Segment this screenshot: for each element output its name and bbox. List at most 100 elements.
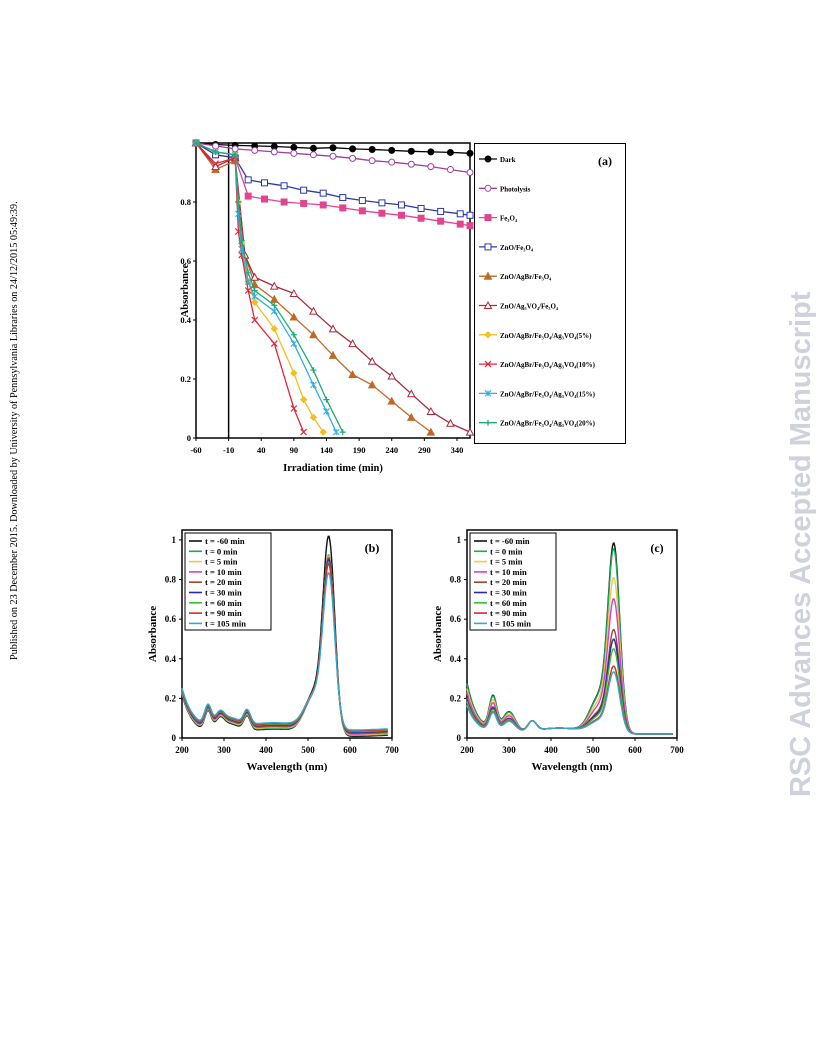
data-point	[323, 396, 330, 403]
data-point	[232, 151, 239, 158]
data-point	[309, 306, 318, 315]
data-point	[280, 182, 288, 190]
data-point	[388, 158, 396, 166]
data-point	[407, 160, 415, 168]
data-point	[398, 201, 405, 209]
data-point	[329, 144, 337, 152]
x-tick-label: 200	[175, 745, 189, 755]
data-point	[368, 145, 376, 153]
data-point	[398, 211, 405, 219]
y-tick-label: 0	[187, 433, 191, 443]
legend-label: Fe₃O₄	[500, 215, 518, 223]
x-tick-label: 500	[586, 745, 600, 755]
legend-label: ZnO/AgBr/Fe₃O₄/Ag₃VO₄(5%)	[500, 332, 592, 340]
legend-label: t = 60 min	[205, 598, 242, 608]
data-point	[349, 145, 357, 153]
y-axis-label: Absorbance	[180, 263, 191, 317]
x-tick-label: 600	[628, 745, 642, 755]
data-point	[388, 146, 396, 154]
y-tick-label: 0.6	[180, 256, 191, 266]
watermark-text: RSC Advances Accepted Manuscript	[785, 291, 816, 797]
y-tick-label: 0	[172, 733, 177, 743]
publication-note-text: Published on 23 December 2015. Downloade…	[9, 201, 20, 660]
legend-swatch-marker	[483, 300, 493, 309]
y-tick-label: 0.4	[165, 654, 177, 664]
legend-swatch-marker	[484, 214, 492, 222]
x-tick-label: 90	[290, 445, 299, 455]
y-tick-label: 0.6	[450, 614, 462, 624]
legend-label: t = 5 min	[490, 557, 523, 567]
y-tick-label: 0.8	[165, 575, 177, 585]
x-axis-label: Irradiation time (min)	[283, 463, 383, 474]
data-point	[466, 169, 474, 176]
legend-label: t = -60 min	[205, 536, 245, 546]
y-tick-label: 0.8	[450, 575, 462, 585]
data-point	[299, 395, 308, 404]
data-point	[309, 144, 317, 152]
legend-label: t = 90 min	[205, 608, 242, 618]
data-point	[193, 140, 199, 146]
x-tick-label: 300	[502, 745, 516, 755]
panel-label: (c)	[650, 541, 663, 555]
x-tick-label: 400	[544, 745, 558, 755]
data-point	[328, 350, 338, 359]
y-axis-label: Absorbance	[147, 606, 159, 662]
legend-label: t = -60 min	[490, 536, 530, 546]
data-point	[378, 209, 386, 217]
data-point	[323, 408, 330, 415]
data-point	[456, 210, 464, 218]
data-point	[328, 324, 338, 333]
data-point	[290, 331, 297, 338]
data-point	[300, 186, 308, 194]
series-line	[195, 142, 344, 433]
legend-label: ZnO/AgBr/Fe₃O₄/Ag₃VO₄(10%)	[500, 361, 596, 369]
data-point	[300, 428, 308, 436]
data-point	[332, 428, 340, 436]
y-tick-label: 0.2	[180, 374, 191, 384]
data-point	[368, 157, 376, 165]
legend-swatch-marker	[484, 390, 492, 397]
y-tick-label: 0.6	[165, 614, 177, 624]
chart-a-degradation: -60 -10 40 90 140 190 240 290 340 0 0.2 0.4 0.6 0.8 Ir…	[180, 138, 475, 474]
y-tick-label: 1	[457, 535, 462, 545]
y-tick-label: 0.2	[165, 693, 177, 703]
x-tick-label: -60	[190, 445, 201, 455]
legend-label: t = 20 min	[490, 577, 527, 587]
x-tick-label: 400	[259, 745, 273, 755]
data-point	[466, 222, 474, 230]
data-point	[348, 339, 357, 348]
data-point	[407, 147, 415, 155]
data-point	[329, 152, 337, 160]
x-tick-label: 340	[451, 445, 464, 455]
spectrum-line	[181, 572, 388, 731]
data-point	[290, 405, 298, 412]
y-tick-label: 0.4	[180, 315, 191, 325]
data-point	[437, 207, 445, 215]
legend-label: t = 20 min	[205, 577, 242, 587]
data-point	[251, 146, 259, 154]
legend-swatch-marker	[483, 271, 493, 280]
x-tick-label: 700	[385, 745, 399, 755]
data-point	[406, 412, 416, 421]
legend-label: ZnO/AgBr/Fe₃O₄/Ag₃VO₄(20%)	[500, 420, 596, 428]
data-point	[211, 162, 220, 171]
data-point	[427, 148, 435, 156]
data-point	[417, 204, 425, 212]
legend-label: t = 60 min	[490, 598, 527, 608]
data-point	[235, 199, 242, 205]
legend-label: ZnO/Fe₃O₄	[500, 244, 534, 252]
data-point	[319, 189, 327, 197]
legend-label: ZnO/AgBr/Fe₃O₄	[500, 273, 552, 281]
x-tick-label: 290	[418, 445, 431, 455]
data-point	[339, 429, 346, 436]
data-point	[437, 217, 445, 225]
data-point	[426, 427, 436, 436]
data-point	[466, 211, 474, 219]
x-axis-label: Wavelength (nm)	[247, 761, 328, 773]
data-point	[310, 367, 317, 374]
data-point	[289, 312, 299, 321]
x-tick-label: 240	[385, 445, 398, 455]
x-tick-label: 600	[343, 745, 357, 755]
data-point	[231, 145, 239, 153]
x-tick-label: 700	[670, 745, 684, 755]
